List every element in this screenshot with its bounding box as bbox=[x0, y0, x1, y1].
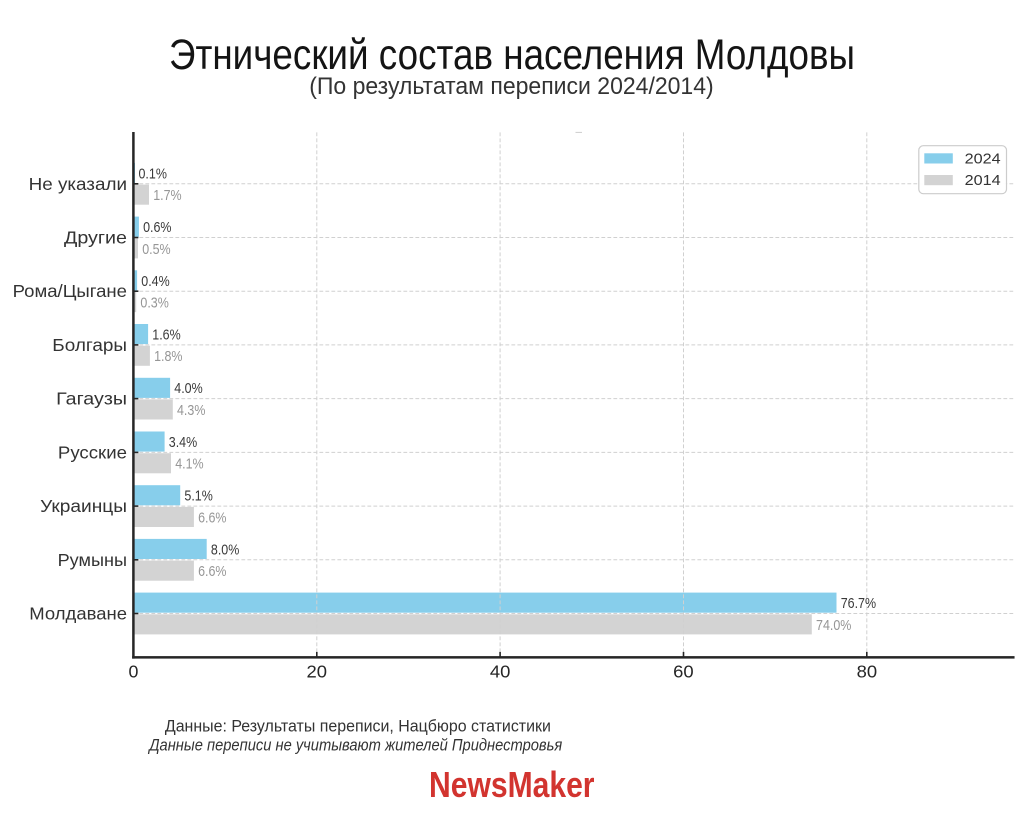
svg-text:Украинцы: Украинцы bbox=[40, 496, 127, 516]
svg-text:4.3%: 4.3% bbox=[177, 403, 205, 419]
svg-text:5.1%: 5.1% bbox=[184, 489, 212, 505]
svg-text:3.4%: 3.4% bbox=[169, 435, 197, 451]
svg-text:0.4%: 0.4% bbox=[141, 274, 169, 290]
svg-text:Русские: Русские bbox=[58, 442, 127, 462]
svg-text:0: 0 bbox=[128, 662, 138, 682]
svg-text:6.6%: 6.6% bbox=[198, 510, 226, 526]
svg-text:Данные переписи не учитывают ж: Данные переписи не учитывают жителей При… bbox=[147, 735, 562, 754]
svg-text:Не указали: Не указали bbox=[29, 174, 127, 194]
svg-text:Румыны: Румыны bbox=[58, 550, 127, 570]
svg-text:8.0%: 8.0% bbox=[211, 542, 239, 558]
svg-text:6.6%: 6.6% bbox=[198, 564, 226, 580]
svg-text:76.7%: 76.7% bbox=[841, 596, 876, 612]
svg-text:0.1%: 0.1% bbox=[139, 166, 167, 182]
svg-text:40: 40 bbox=[490, 662, 511, 682]
svg-text:0.6%: 0.6% bbox=[143, 220, 171, 236]
svg-text:4.0%: 4.0% bbox=[174, 381, 202, 397]
svg-text:2014: 2014 bbox=[965, 173, 1001, 189]
svg-text:Молдаване: Молдаване bbox=[29, 604, 127, 624]
svg-text:74.0%: 74.0% bbox=[816, 618, 851, 634]
svg-text:4.1%: 4.1% bbox=[175, 457, 203, 473]
svg-text:NewsMaker: NewsMaker bbox=[429, 764, 595, 805]
svg-text:1.6%: 1.6% bbox=[152, 328, 180, 344]
svg-text:20: 20 bbox=[307, 662, 328, 682]
svg-text:Болгары: Болгары bbox=[52, 335, 127, 355]
svg-text:2024: 2024 bbox=[965, 151, 1001, 167]
svg-text:Гагаузы: Гагаузы bbox=[56, 389, 127, 409]
svg-text:Этнический состав населения Мо: Этнический состав населения Молдовы bbox=[169, 32, 855, 79]
svg-text:Другие: Другие bbox=[64, 228, 127, 248]
svg-text:80: 80 bbox=[857, 662, 878, 682]
svg-text:Данные: Результаты переписи, Н: Данные: Результаты переписи, Нацбюро ста… bbox=[165, 717, 551, 736]
svg-text:0.3%: 0.3% bbox=[140, 296, 168, 312]
svg-text:Рома/Цыгане: Рома/Цыгане bbox=[13, 281, 128, 301]
svg-text:1.8%: 1.8% bbox=[154, 349, 182, 365]
svg-text:1.7%: 1.7% bbox=[153, 188, 181, 204]
svg-text:(По результатам переписи 2024/: (По результатам переписи 2024/2014) bbox=[309, 73, 714, 100]
svg-text:60: 60 bbox=[673, 662, 694, 682]
svg-text:0.5%: 0.5% bbox=[142, 242, 170, 258]
